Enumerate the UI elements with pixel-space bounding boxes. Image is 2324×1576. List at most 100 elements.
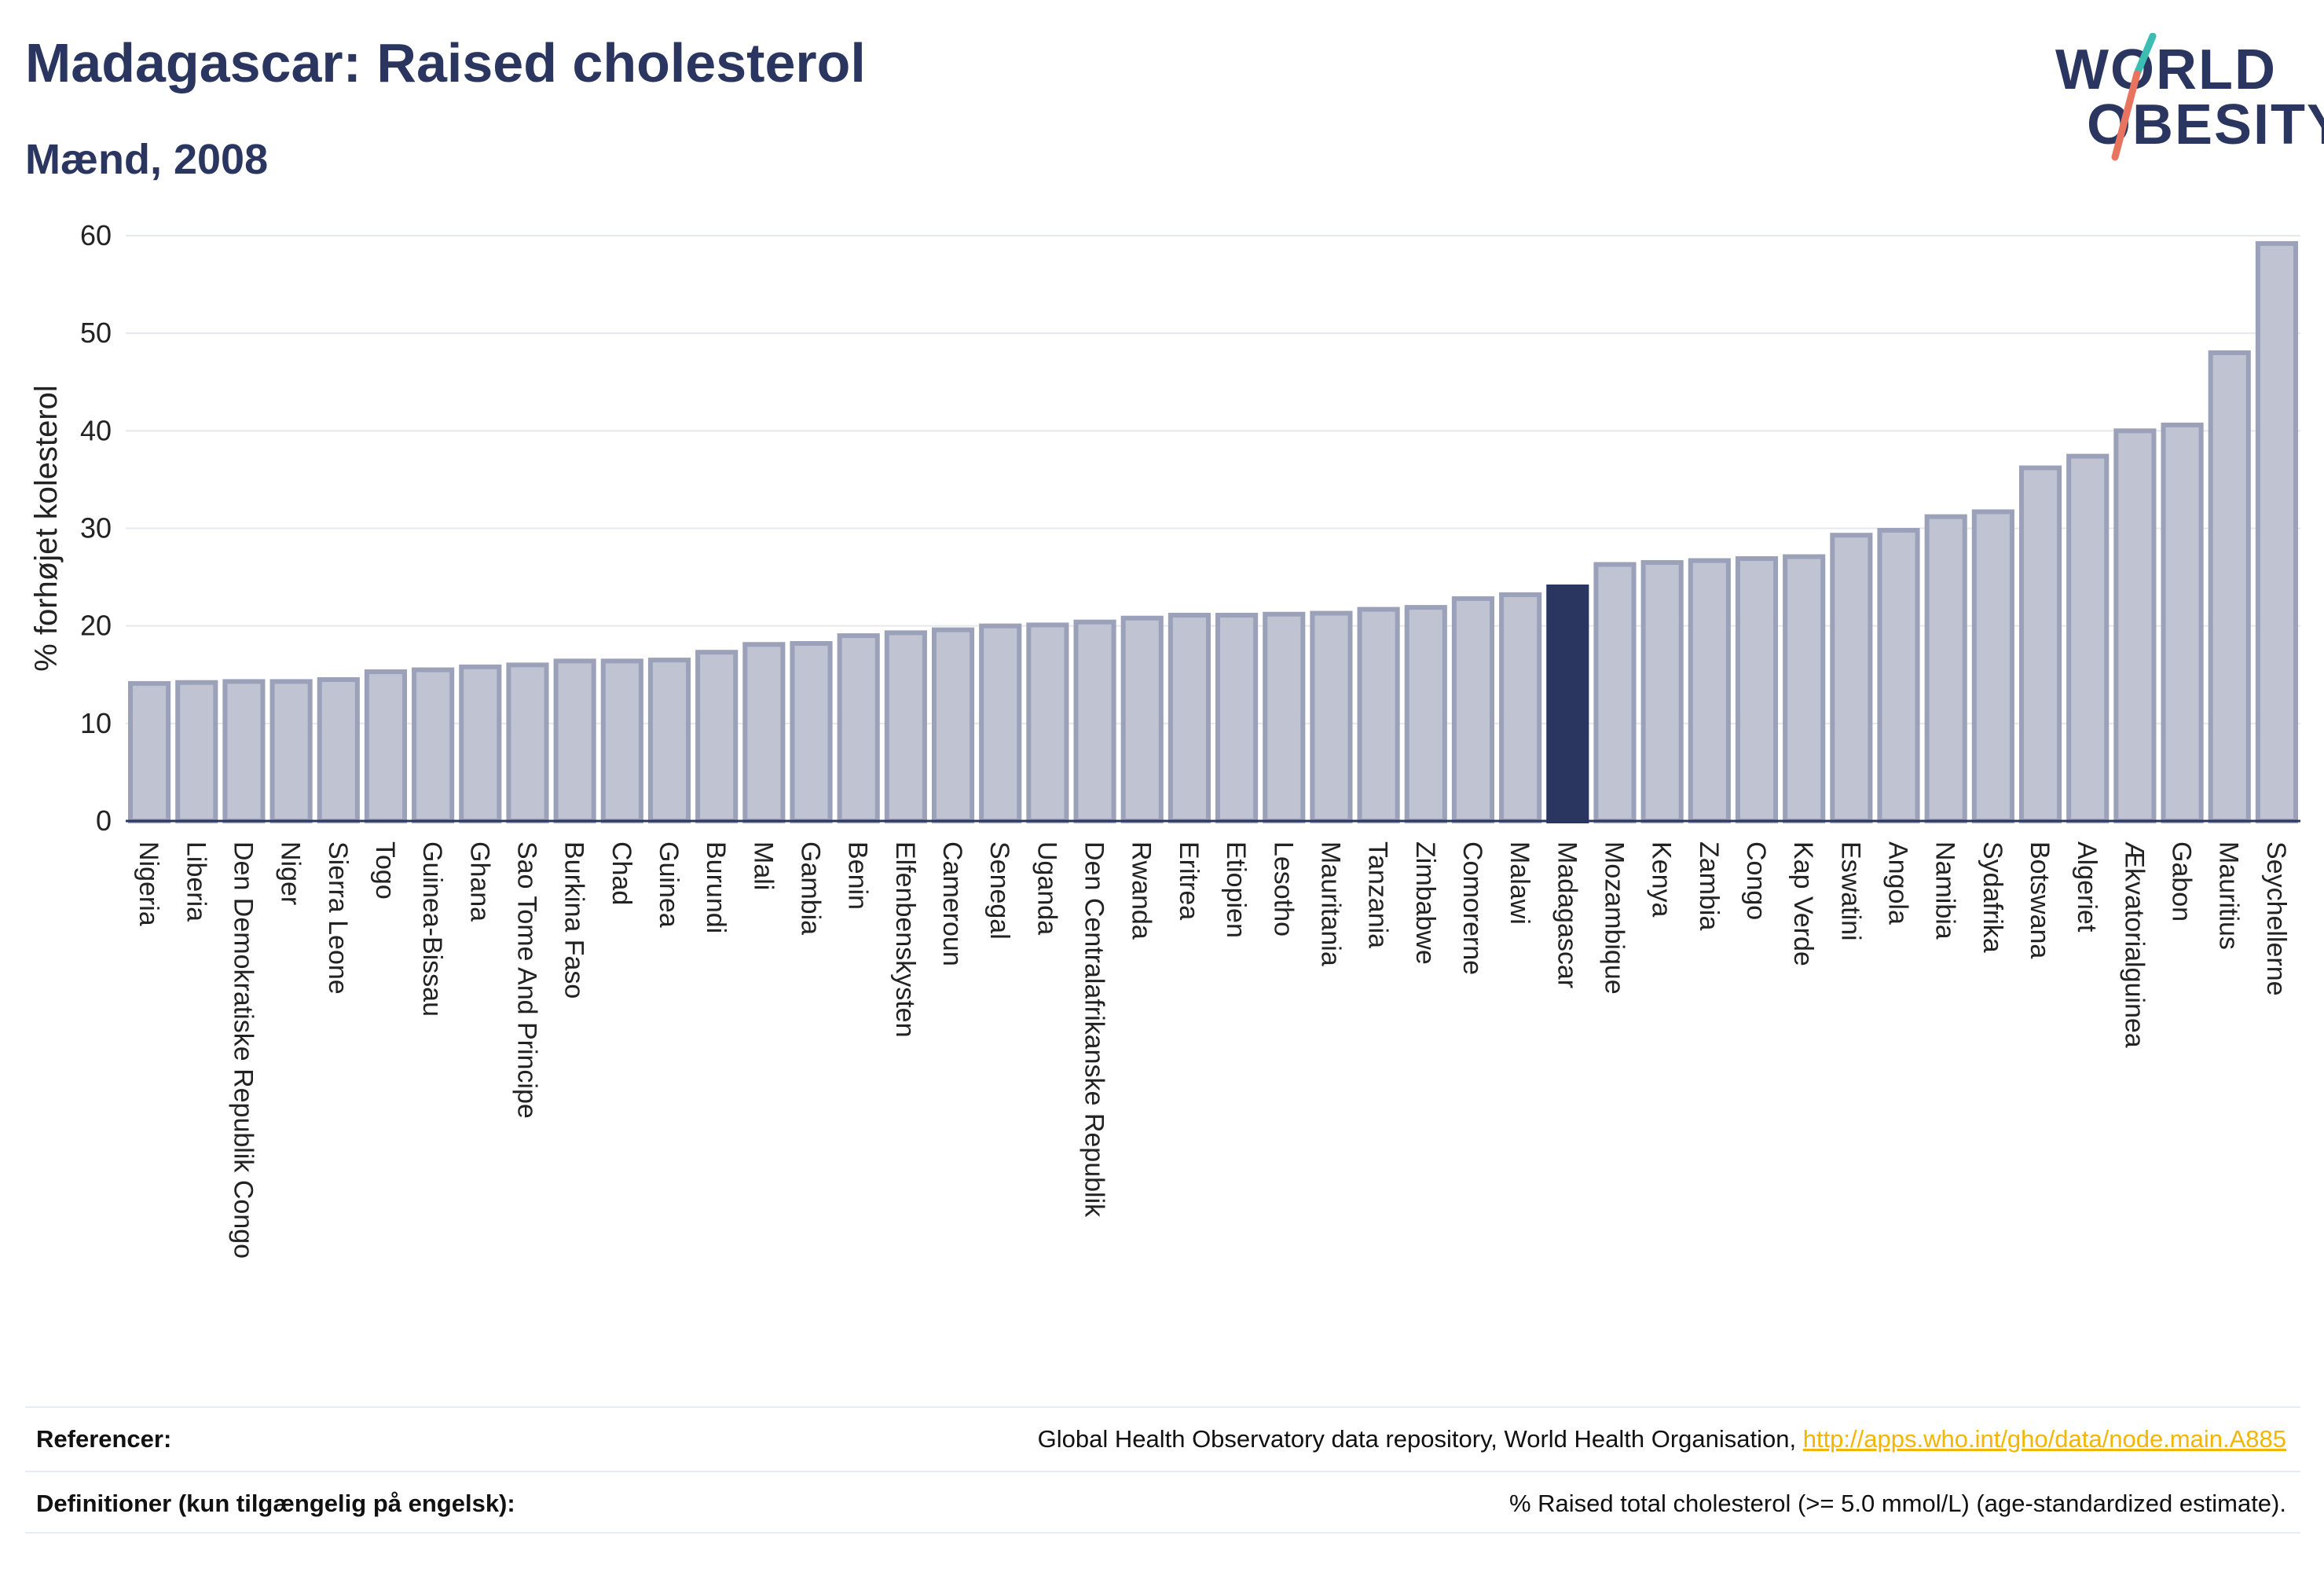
footer-divider (25, 1532, 2300, 1534)
references-row: Referencer: Global Health Observatory da… (25, 1406, 2300, 1471)
x-tick-label: Etiopien (1221, 841, 1251, 938)
x-tick-label: Liberia (181, 841, 211, 922)
x-tick-label: Togo (370, 841, 400, 900)
x-tick-label: Malawi (1505, 841, 1534, 925)
bar (600, 658, 643, 823)
bar (647, 658, 691, 823)
bar (790, 641, 833, 823)
x-tick-label: Den Demokratiske Republik Congo (228, 841, 258, 1259)
x-tick-label: Burundi (701, 841, 731, 933)
x-tick-label: Elfenbenskysten (890, 841, 920, 1038)
x-tick-label: Guinea (654, 841, 684, 928)
logo-word-1: WORLD (2055, 38, 2277, 101)
bar-chart: 0 10 20 30 40 50 60 Nigeria Liberia Den Demokrat… (29, 219, 2300, 1259)
bar (2161, 422, 2204, 823)
bar (931, 627, 975, 824)
bar (1688, 558, 1731, 823)
bar (364, 669, 408, 824)
bar (1404, 605, 1447, 823)
bar (1924, 514, 1967, 823)
bar (269, 679, 313, 823)
x-tick-label: Benin (843, 841, 873, 910)
x-tick-label: Uganda (1032, 841, 1061, 935)
y-tick-label: 30 (80, 512, 112, 544)
x-tick-label: Lesotho (1268, 841, 1298, 936)
bar (2018, 465, 2062, 823)
y-tick-label: 10 (80, 707, 112, 739)
bar (742, 642, 786, 824)
bar (506, 662, 549, 823)
x-tick-label: Mauritania (1315, 841, 1345, 966)
x-tick-label: Comorerne (1457, 841, 1487, 975)
x-tick-label: Gabon (2167, 841, 2197, 922)
x-tick-label: Kenya (1647, 841, 1677, 917)
bar (1877, 527, 1920, 823)
x-tick-label: Chad (607, 841, 636, 905)
bar (1263, 611, 1306, 823)
x-tick-label: Mauritius (2214, 841, 2244, 950)
x-tick-label: Ækvatorialguinea (2119, 841, 2149, 1048)
bar (1593, 562, 1637, 823)
x-tick-label: Seychellerne (2261, 841, 2291, 996)
x-tick-label: Mali (748, 841, 778, 890)
bar (2113, 428, 2157, 823)
references-link[interactable]: http://apps.who.int/gho/data/node.main.A… (1802, 1425, 2286, 1453)
bar (1783, 554, 1826, 823)
bar (1640, 559, 1684, 823)
x-tick-label: Angola (1883, 841, 1913, 925)
bar (128, 680, 171, 823)
y-tick-label: 20 (80, 610, 112, 642)
x-tick-label: Burkina Faso (559, 841, 589, 999)
definitions-text: % Raised total cholesterol (>= 5.0 mmol/… (1508, 1490, 2286, 1517)
bar (1215, 613, 1259, 824)
bar (1499, 592, 1542, 823)
bar (1167, 613, 1211, 824)
bars (128, 240, 2298, 824)
y-tick-label: 50 (80, 317, 112, 349)
x-tick-label: Namibia (1930, 841, 1960, 940)
chart-subtitle: Mænd, 2008 (25, 136, 269, 183)
bar (1073, 619, 1116, 824)
bar (1830, 533, 1873, 823)
x-tick-label: Niger (276, 841, 306, 905)
y-tick-label: 0 (96, 804, 112, 837)
x-tick-label: Mozambique (1599, 841, 1629, 995)
x-tick-label: Guinea-Bissau (417, 841, 447, 1017)
x-tick-label: Eritrea (1174, 841, 1204, 920)
bar (695, 650, 739, 823)
x-tick-label: Algeriet (2072, 841, 2102, 933)
bar (884, 630, 927, 823)
x-tick-label: Senegal (984, 841, 1014, 940)
bar (2208, 350, 2251, 823)
x-tick-label: Sao Tome And Principe (511, 841, 541, 1119)
x-tick-label: Zimbabwe (1410, 841, 1440, 965)
x-tick-label: Ghana (464, 841, 494, 922)
x-tick-label: Zambia (1694, 841, 1724, 930)
bar (1971, 509, 2014, 823)
bar-highlighted (1546, 585, 1589, 823)
bar (2066, 453, 2110, 823)
y-tick-label: 40 (80, 414, 112, 446)
references-text: Global Health Observatory data repositor… (1037, 1425, 1803, 1453)
x-tick-label: Rwanda (1127, 841, 1157, 940)
definitions-row: Definitioner (kun tilgængelig på engelsk… (25, 1471, 2300, 1535)
x-tick-label: Kap Verde (1788, 841, 1818, 966)
x-tick-label: Congo (1741, 841, 1771, 920)
x-tick-label: Eswatini (1835, 841, 1865, 941)
bar (1120, 615, 1164, 823)
bar (1310, 610, 1353, 824)
world-obesity-logo: WORLD OBESITY (2043, 33, 2324, 167)
bar (979, 623, 1022, 824)
bar (553, 658, 596, 823)
bar (1735, 555, 1779, 823)
bar (837, 633, 880, 823)
bar (222, 679, 266, 823)
bar (2255, 240, 2298, 823)
bar (412, 667, 455, 824)
logo-slash-icon (2111, 33, 2157, 161)
x-tick-label: Tanzania (1363, 841, 1393, 948)
y-tick-label: 60 (80, 219, 112, 251)
definitions-label: Definitioner (kun tilgængelig på engelsk… (36, 1490, 515, 1517)
bar (317, 676, 360, 823)
bar (1357, 607, 1400, 824)
